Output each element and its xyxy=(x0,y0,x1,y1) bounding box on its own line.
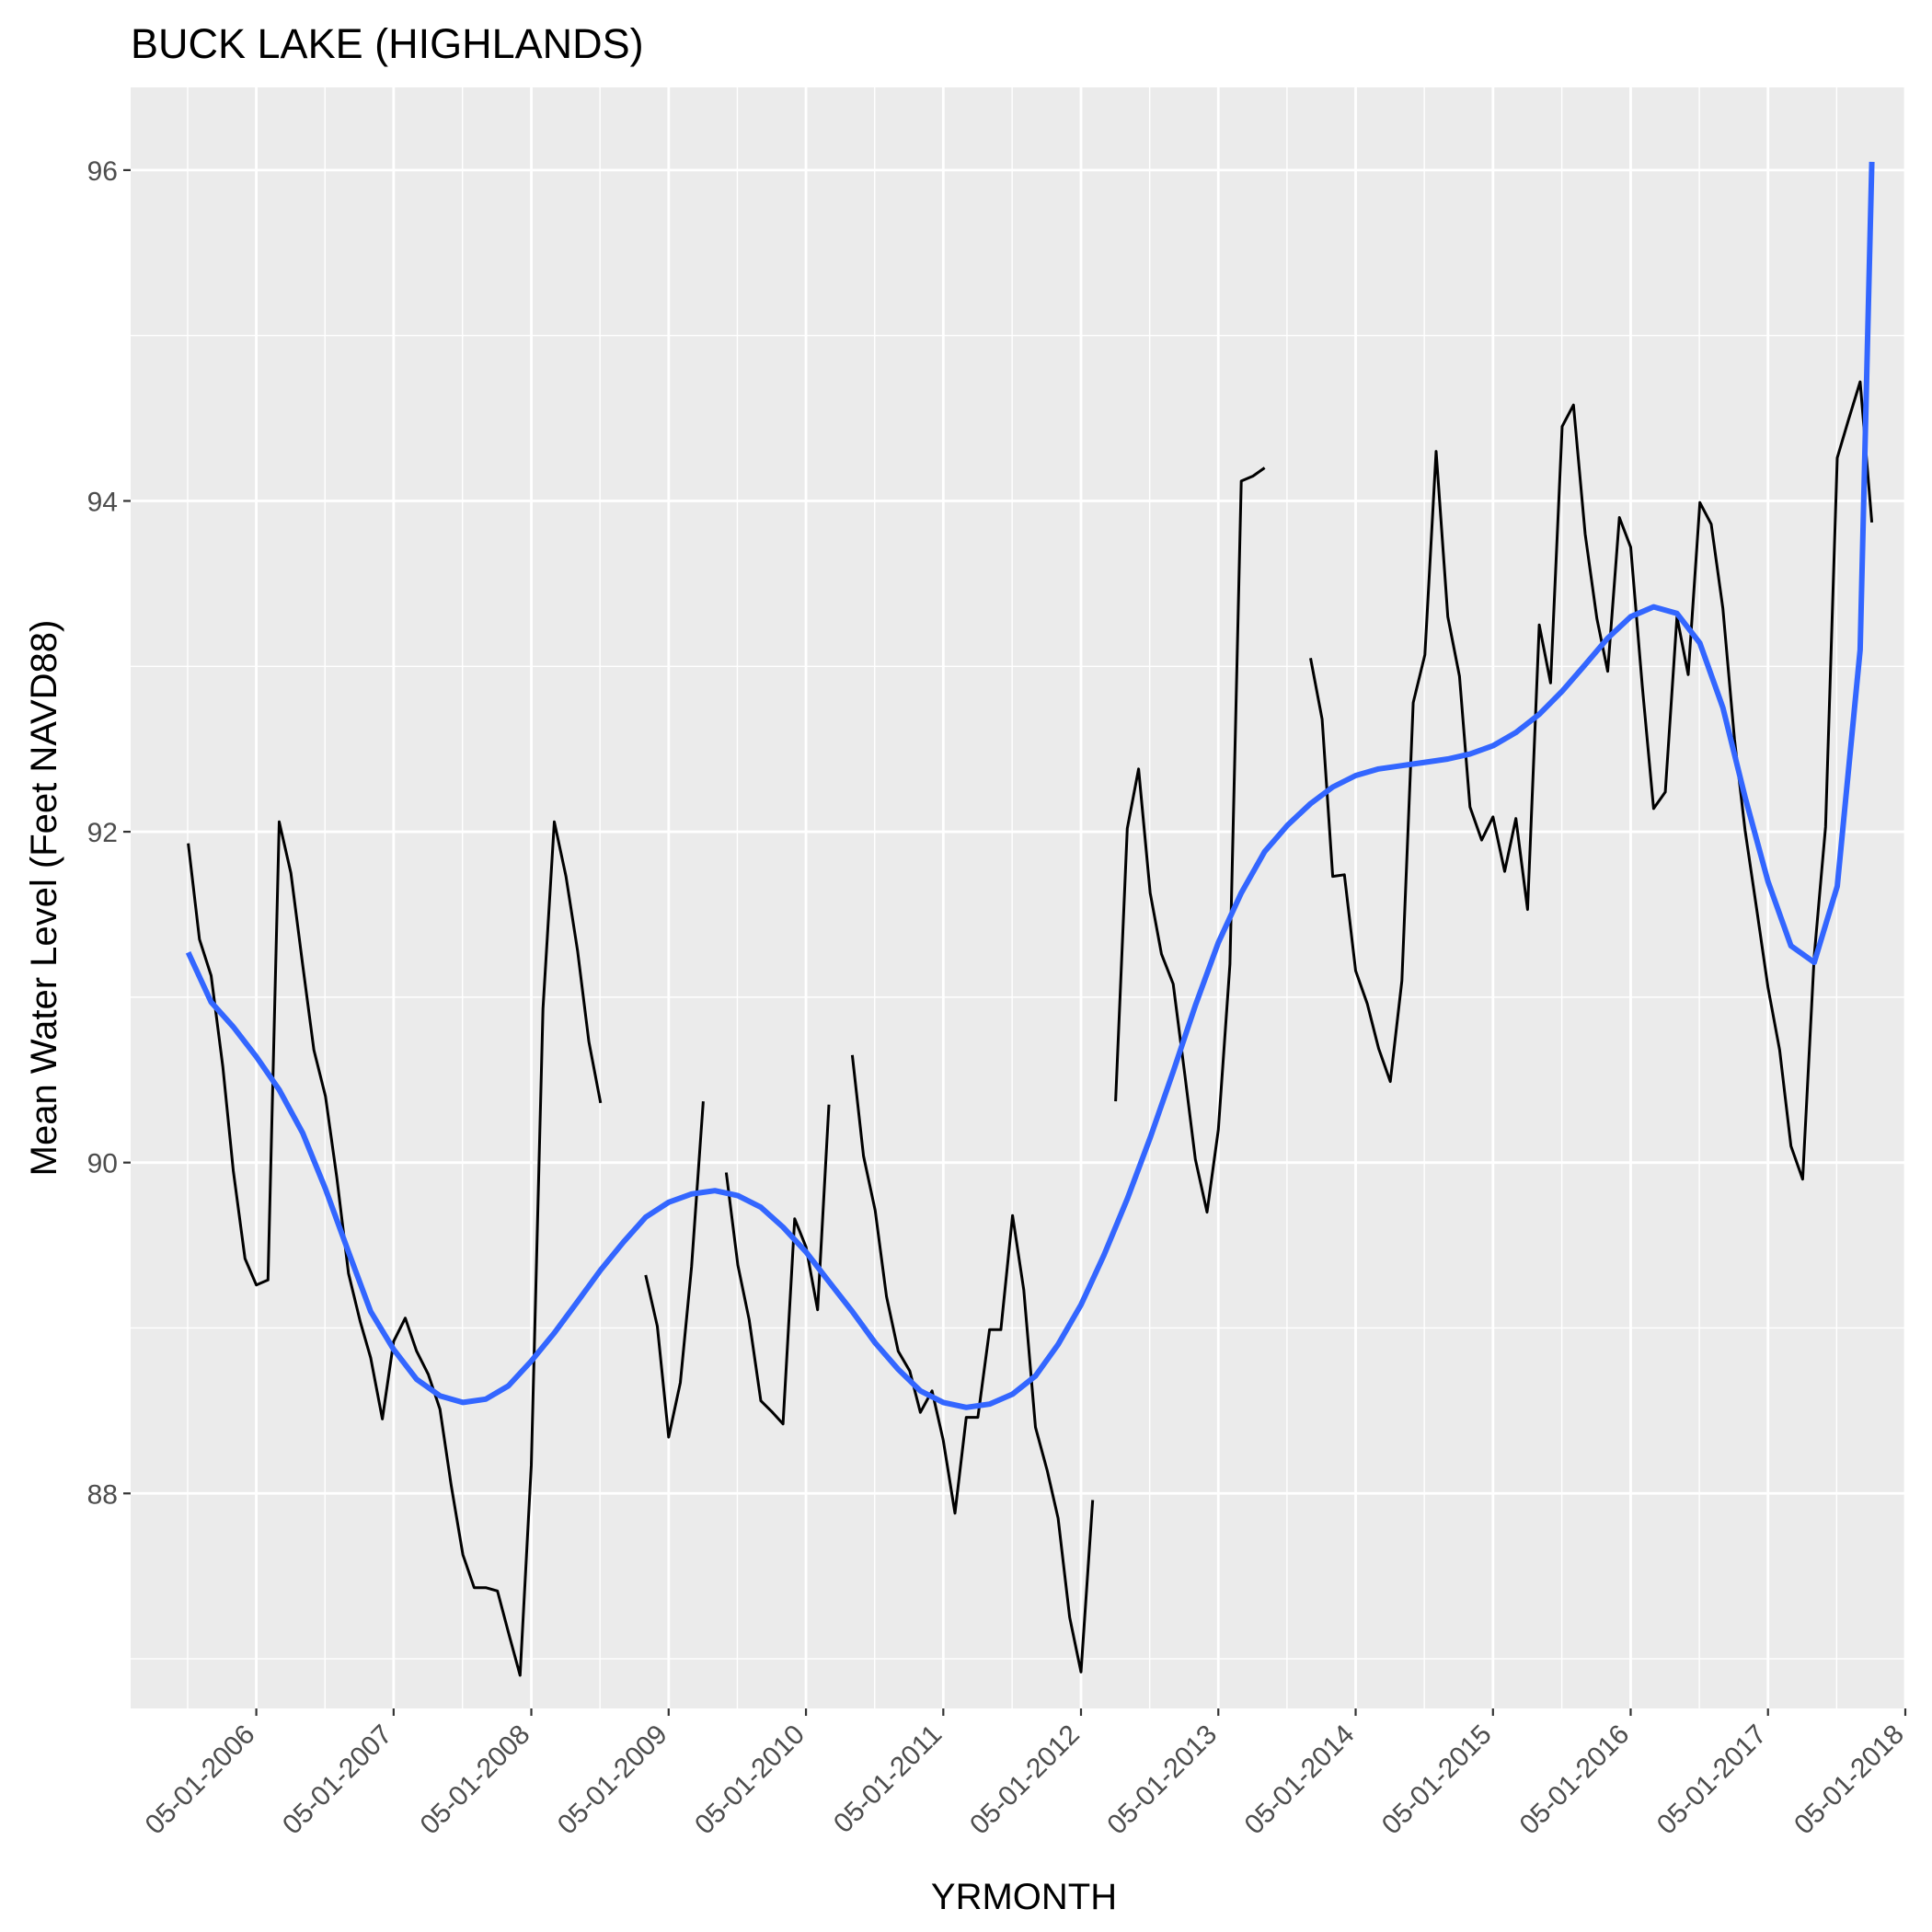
y-tick-label-88: 88 xyxy=(87,1479,118,1510)
y-tick-label-92: 92 xyxy=(87,818,118,848)
observed-level-line-segment-3 xyxy=(850,1054,1095,1673)
chart-title: BUCK LAKE (HIGHLANDS) xyxy=(131,20,644,67)
smoothed-trend-line xyxy=(185,161,1875,1410)
x-tick-label-0: 05-01-2006 xyxy=(140,1719,261,1841)
x-tick-label-9: 05-01-2015 xyxy=(1376,1719,1498,1841)
observed-level-line-segment-5 xyxy=(1309,380,1874,1181)
x-tick-label-3: 05-01-2009 xyxy=(552,1719,673,1841)
x-tick-label-5: 05-01-2011 xyxy=(828,1719,948,1839)
observed-level-line-segment-4 xyxy=(1114,466,1266,1214)
x-axis-title: YRMONTH xyxy=(931,1877,1117,1917)
x-tick-label-2: 05-01-2008 xyxy=(415,1719,536,1841)
x-tick-label-1: 05-01-2007 xyxy=(277,1719,398,1841)
y-axis-title: Mean Water Level (Feet NAVD88) xyxy=(24,620,64,1177)
x-tick-label-12: 05-01-2018 xyxy=(1788,1719,1910,1841)
y-tick-label-94: 94 xyxy=(87,487,118,517)
series-layer xyxy=(185,161,1875,1677)
observed-level-line-segment-0 xyxy=(187,820,603,1677)
x-tick-label-4: 05-01-2010 xyxy=(689,1719,811,1841)
x-tick-label-6: 05-01-2012 xyxy=(964,1719,1086,1841)
x-tick-label-10: 05-01-2016 xyxy=(1514,1719,1636,1841)
x-tick-label-11: 05-01-2017 xyxy=(1651,1719,1773,1841)
observed-level-line-segment-2 xyxy=(724,1104,831,1426)
y-tick-label-90: 90 xyxy=(87,1149,118,1179)
x-tick-label-8: 05-01-2014 xyxy=(1239,1719,1361,1841)
x-tick-label-7: 05-01-2013 xyxy=(1101,1719,1223,1841)
plot-panel xyxy=(131,87,1905,1708)
observed-level-line-segment-1 xyxy=(644,1100,705,1439)
y-tick-label-96: 96 xyxy=(87,156,118,187)
